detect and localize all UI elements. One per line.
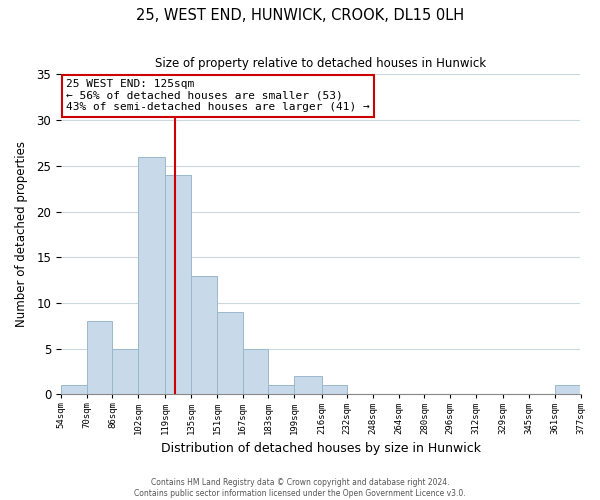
Text: 25, WEST END, HUNWICK, CROOK, DL15 0LH: 25, WEST END, HUNWICK, CROOK, DL15 0LH: [136, 8, 464, 22]
Bar: [294, 376, 322, 394]
Bar: [242, 349, 268, 395]
Bar: [138, 156, 166, 394]
Bar: [86, 322, 112, 394]
Y-axis label: Number of detached properties: Number of detached properties: [15, 142, 28, 328]
Text: 25 WEST END: 125sqm
← 56% of detached houses are smaller (53)
43% of semi-detach: 25 WEST END: 125sqm ← 56% of detached ho…: [66, 79, 370, 112]
Text: Contains HM Land Registry data © Crown copyright and database right 2024.
Contai: Contains HM Land Registry data © Crown c…: [134, 478, 466, 498]
Bar: [191, 276, 217, 394]
Bar: [112, 349, 138, 395]
Bar: [555, 386, 581, 394]
Bar: [217, 312, 242, 394]
Title: Size of property relative to detached houses in Hunwick: Size of property relative to detached ho…: [155, 58, 486, 70]
Bar: [61, 386, 86, 394]
Bar: [322, 386, 347, 394]
X-axis label: Distribution of detached houses by size in Hunwick: Distribution of detached houses by size …: [161, 442, 481, 455]
Bar: [268, 386, 294, 394]
Bar: [166, 175, 191, 394]
